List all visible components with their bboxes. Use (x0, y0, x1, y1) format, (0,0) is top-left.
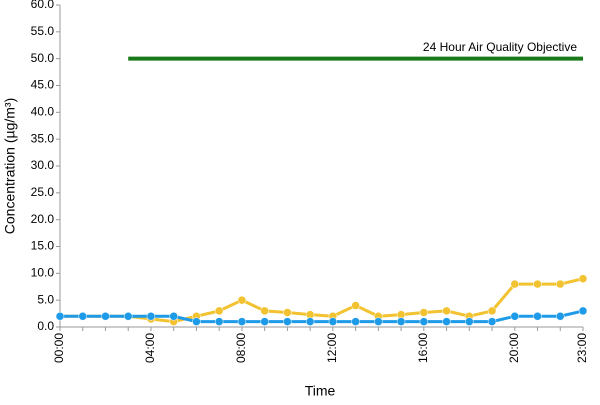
data-point (123, 312, 133, 321)
data-point (351, 301, 360, 310)
data-point (465, 317, 474, 326)
y-axis-title: Concentration (µg/m³) (2, 98, 18, 234)
data-point (510, 312, 520, 321)
x-tick-label: 04:00 (143, 333, 157, 363)
data-point (419, 317, 429, 326)
y-tick-label: 35.0 (31, 131, 55, 145)
data-point (214, 317, 224, 326)
data-point (305, 317, 315, 326)
annotation: 24 Hour Air Quality Objective (423, 40, 577, 54)
y-tick-label: 25.0 (31, 185, 55, 199)
data-point (101, 312, 110, 321)
data-point (283, 308, 292, 317)
y-tick-label: 10.0 (31, 266, 55, 280)
data-point (533, 312, 542, 321)
x-axis-title: Time (305, 383, 336, 399)
data-point (442, 317, 451, 326)
data-point (419, 308, 429, 317)
data-point (78, 312, 87, 321)
x-tick-label: 08:00 (234, 333, 248, 363)
y-tick-label: 50.0 (31, 51, 55, 65)
data-point (374, 317, 383, 326)
data-point (192, 317, 201, 326)
data-point (578, 306, 588, 316)
data-point (578, 274, 588, 283)
y-tick-label: 60.0 (31, 0, 55, 11)
data-point (442, 306, 451, 316)
data-point (328, 317, 338, 326)
data-point (283, 317, 292, 326)
y-tick-label: 0.0 (37, 319, 54, 333)
x-tick-label: 20:00 (507, 333, 521, 363)
x-tick-label: 00:00 (52, 333, 66, 363)
y-tick-label: 20.0 (31, 212, 55, 226)
data-point (260, 306, 269, 316)
data-point (237, 295, 247, 305)
y-tick-label: 5.0 (37, 292, 54, 306)
y-tick-label: 45.0 (31, 78, 55, 92)
data-point (55, 312, 65, 321)
x-tick-label: 23:00 (575, 333, 589, 363)
y-tick-label: 30.0 (31, 158, 55, 172)
data-point (487, 306, 497, 316)
y-tick-label: 15.0 (31, 239, 55, 253)
y-tick-label: 55.0 (31, 24, 55, 38)
data-point (487, 317, 497, 326)
data-point (146, 312, 156, 321)
data-point (237, 317, 247, 326)
data-point (510, 279, 520, 289)
data-point (533, 279, 542, 289)
x-tick-label: 12:00 (325, 333, 339, 363)
data-point (396, 317, 406, 326)
data-point (260, 317, 269, 326)
x-tick-label: 16:00 (416, 333, 430, 363)
data-point (556, 312, 565, 321)
data-point (556, 279, 565, 289)
y-tick-label: 40.0 (31, 105, 55, 119)
data-point (351, 317, 360, 326)
data-point (169, 312, 178, 321)
data-point (214, 306, 224, 316)
